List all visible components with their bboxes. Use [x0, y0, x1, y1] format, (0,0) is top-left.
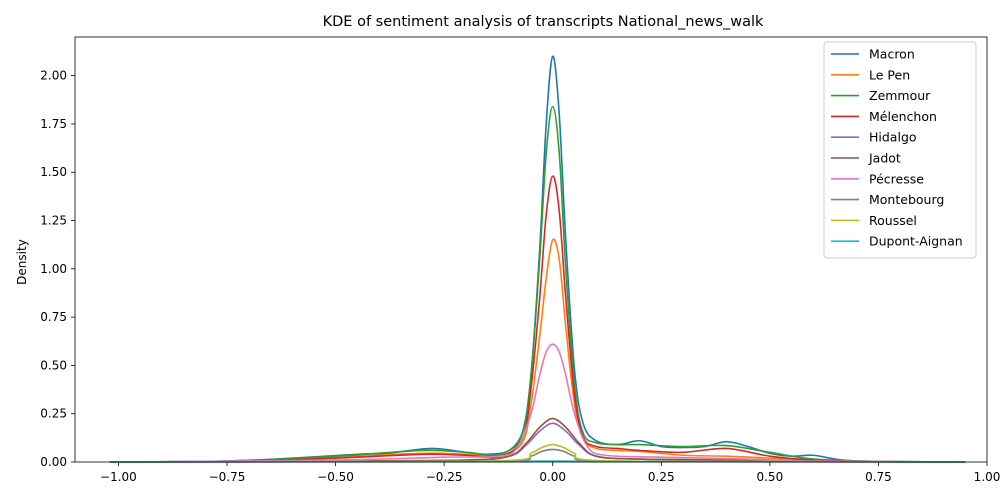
legend-label: Zemmour	[869, 88, 931, 103]
y-tick-label: 0.50	[40, 358, 67, 372]
series-line-zemmour	[109, 105, 966, 463]
x-tick-label: 0.75	[865, 470, 892, 484]
legend-label: Mélenchon	[869, 109, 937, 124]
legend-label: Hidalgo	[869, 130, 917, 145]
series-line-le-pen	[109, 238, 966, 463]
x-tick-label: 0.00	[539, 470, 566, 484]
series-line-p-cresse	[109, 343, 966, 463]
legend-label: Roussel	[869, 213, 917, 228]
y-tick-label: 1.00	[40, 262, 67, 276]
y-axis-ticks: 0.00 0.25 0.50 0.75 1.00 1.25 1.50 1.75 2.00	[40, 69, 75, 469]
legend-label: Jadot	[868, 151, 901, 166]
y-tick-label: 0.00	[40, 455, 67, 469]
y-tick-label: 0.25	[40, 407, 67, 421]
x-tick-label: −0.50	[317, 470, 354, 484]
y-axis-label: Density	[15, 239, 29, 285]
legend: Macron Le Pen Zemmour Mélenchon Hidalgo Jadot…	[823, 41, 977, 259]
series-line-m-lenchon	[109, 175, 966, 463]
y-tick-label: 1.25	[40, 214, 67, 228]
x-tick-label: 0.25	[648, 470, 675, 484]
legend-label: Dupont-Aignan	[869, 234, 963, 249]
y-tick-label: 2.00	[40, 69, 67, 83]
x-tick-label: −0.25	[426, 470, 463, 484]
legend-label: Le Pen	[869, 67, 910, 82]
chart-title: KDE of sentiment analysis of transcripts…	[323, 14, 764, 30]
y-tick-label: 0.75	[40, 310, 67, 324]
y-tick-label: 1.50	[40, 165, 67, 179]
x-axis-ticks: −1.00 −0.75 −0.50 −0.25 0.00 0.25 0.50 0.75 1.00	[100, 462, 1000, 484]
legend-label: Montebourg	[869, 192, 944, 207]
x-tick-label: 0.50	[756, 470, 783, 484]
legend-box	[823, 41, 977, 259]
legend-label: Macron	[869, 47, 915, 62]
x-tick-label: 1.00	[974, 470, 1000, 484]
axes-frame	[74, 36, 988, 463]
x-tick-label: −0.75	[209, 470, 246, 484]
x-tick-label: −1.00	[100, 470, 137, 484]
axes-spines	[74, 36, 988, 463]
legend-label: Pécresse	[869, 171, 924, 186]
series-line-macron	[109, 55, 966, 463]
y-tick-label: 1.75	[40, 117, 67, 131]
